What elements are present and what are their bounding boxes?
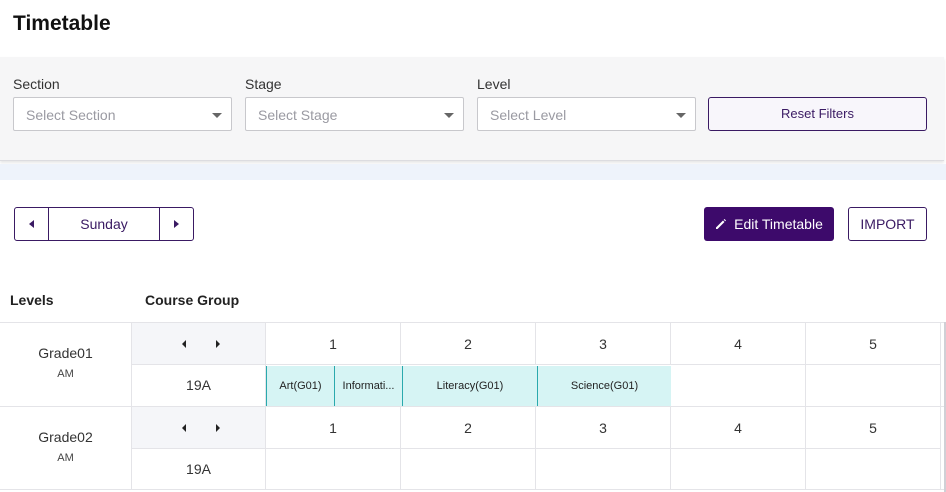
course-group: 19A (132, 365, 266, 406)
chevron-left-icon (29, 220, 34, 228)
scrollbar[interactable] (944, 322, 946, 492)
timetable-row: Grade01 AM 19A 1 2 3 4 5 Art(G01) Inform… (0, 322, 946, 406)
timetable-row: Grade02 AM 19A 1 2 3 4 5 (0, 406, 946, 490)
levels-column-header: Levels (10, 292, 54, 308)
stage-placeholder: Select Stage (258, 107, 338, 123)
level-cell: Grade01 AM (0, 323, 132, 406)
pencil-icon (716, 219, 727, 229)
chevron-right-icon[interactable] (216, 340, 220, 348)
course-group-column-header: Course Group (145, 292, 240, 308)
lesson-card[interactable]: Literacy(G01) (402, 366, 537, 406)
previous-day-button[interactable] (15, 208, 49, 240)
level-label: Level (477, 76, 511, 92)
period-header: 4 (671, 323, 806, 365)
reset-filters-button[interactable]: Reset Filters (708, 97, 927, 131)
next-day-button[interactable] (159, 208, 193, 240)
empty-slot[interactable] (401, 449, 536, 490)
period-header: 1 (266, 407, 401, 449)
empty-slot[interactable] (266, 449, 401, 490)
period-scroller (132, 323, 266, 365)
level-filter: Level Select Level (477, 76, 696, 131)
period-header: 3 (536, 407, 671, 449)
stage-filter: Stage Select Stage (245, 76, 464, 131)
section-select[interactable]: Select Section (13, 97, 232, 131)
empty-slot[interactable] (536, 449, 671, 490)
page-title: Timetable (13, 12, 111, 35)
chevron-left-icon[interactable] (182, 424, 186, 432)
stage-label: Stage (245, 76, 282, 92)
level-select[interactable]: Select Level (477, 97, 696, 131)
section-divider (0, 164, 946, 180)
empty-slot[interactable] (671, 449, 806, 490)
period-header: 3 (536, 323, 671, 365)
section-placeholder: Select Section (26, 107, 116, 123)
period-header: 1 (266, 323, 401, 365)
period-scroller (132, 407, 266, 449)
level-shift: AM (57, 452, 74, 464)
lesson-card[interactable]: Science(G01) (537, 366, 671, 406)
empty-slot[interactable] (671, 365, 806, 406)
level-name: Grade01 (38, 345, 93, 361)
caret-down-icon (444, 113, 454, 118)
filter-panel: Section Select Section Stage Select Stag… (0, 57, 944, 161)
empty-slot[interactable] (806, 449, 941, 490)
section-label: Section (13, 76, 60, 92)
level-name: Grade02 (38, 429, 93, 445)
day-navigator: Sunday (14, 207, 194, 241)
course-group: 19A (132, 449, 266, 490)
empty-slot[interactable] (806, 365, 941, 406)
chevron-right-icon (174, 220, 179, 228)
edit-timetable-label: Edit Timetable (734, 216, 823, 232)
period-header: 2 (401, 323, 536, 365)
period-header: 4 (671, 407, 806, 449)
chevron-right-icon[interactable] (216, 424, 220, 432)
chevron-left-icon[interactable] (182, 340, 186, 348)
current-day: Sunday (80, 216, 128, 232)
level-cell: Grade02 AM (0, 407, 132, 490)
timetable-grid: Grade01 AM 19A 1 2 3 4 5 Art(G01) Inform… (0, 322, 946, 490)
section-filter: Section Select Section (13, 76, 232, 131)
period-header: 5 (806, 407, 941, 449)
edit-timetable-button[interactable]: Edit Timetable (704, 207, 834, 241)
period-header: 2 (401, 407, 536, 449)
level-placeholder: Select Level (490, 107, 567, 123)
level-shift: AM (57, 368, 74, 380)
import-button[interactable]: IMPORT (848, 207, 927, 241)
period-header: 5 (806, 323, 941, 365)
caret-down-icon (212, 113, 222, 118)
caret-down-icon (676, 113, 686, 118)
lesson-card[interactable]: Art(G01) (266, 366, 334, 406)
stage-select[interactable]: Select Stage (245, 97, 464, 131)
lesson-card[interactable]: Informati... (334, 366, 402, 406)
